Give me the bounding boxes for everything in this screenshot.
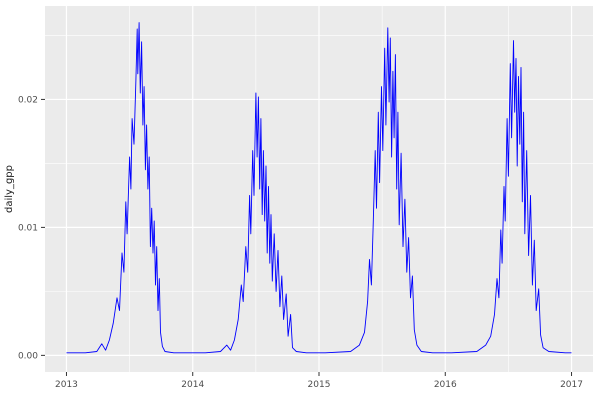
x-axis-tick-label: 2017 <box>560 380 583 390</box>
x-axis-tick-label: 2015 <box>308 380 331 390</box>
y-axis-tick-label: 0.02 <box>18 95 38 105</box>
x-axis-tick-label: 2016 <box>434 380 457 390</box>
x-axis-tick-label: 2014 <box>181 380 204 390</box>
y-axis-title: daily_gpp <box>4 165 15 213</box>
y-axis-tick-label: 0.01 <box>18 223 38 233</box>
y-axis-tick-label: 0.00 <box>18 351 38 361</box>
gpp-line <box>66 22 572 354</box>
x-axis-tick-label: 2013 <box>55 380 78 390</box>
